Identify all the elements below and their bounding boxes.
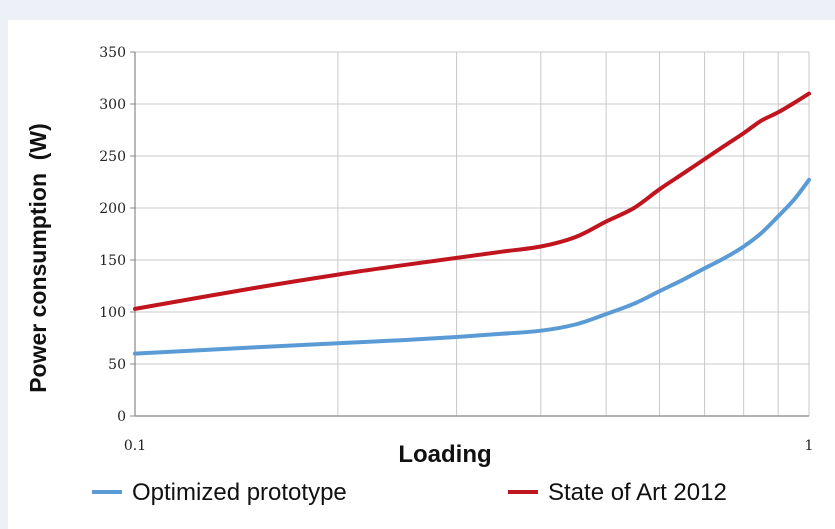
y-tick-label-2: 100 xyxy=(99,305,126,321)
x-axis-label: Loading xyxy=(398,441,491,468)
y-tick-label-0: 0 xyxy=(117,409,126,425)
y-tick-label-1: 50 xyxy=(108,357,126,373)
y-tick-label-4: 200 xyxy=(99,201,126,217)
y-tick-label-6: 300 xyxy=(99,97,126,113)
y-tick-label-5: 250 xyxy=(99,149,126,165)
series-lines xyxy=(133,91,811,356)
legend: Optimized prototype State of Art 2012 xyxy=(92,479,727,506)
y-tick-label-3: 150 xyxy=(99,253,126,269)
legend-label-1: State of Art 2012 xyxy=(548,479,727,506)
legend-label-0: Optimized prototype xyxy=(132,479,347,506)
y-tick-label-7: 350 xyxy=(99,45,126,61)
series-line-0 xyxy=(133,177,811,356)
series-line-1 xyxy=(133,91,811,311)
x-ticks: 0.1 1 xyxy=(124,438,814,454)
axes xyxy=(134,52,809,417)
grid xyxy=(135,51,810,416)
x-tick-label-0: 0.1 xyxy=(124,438,146,454)
y-ticks: 0 50 100 150 200 250 300 350 xyxy=(99,45,135,425)
y-axis-label: Power consumption (W) xyxy=(25,123,51,393)
x-tick-label-1: 1 xyxy=(805,438,814,454)
